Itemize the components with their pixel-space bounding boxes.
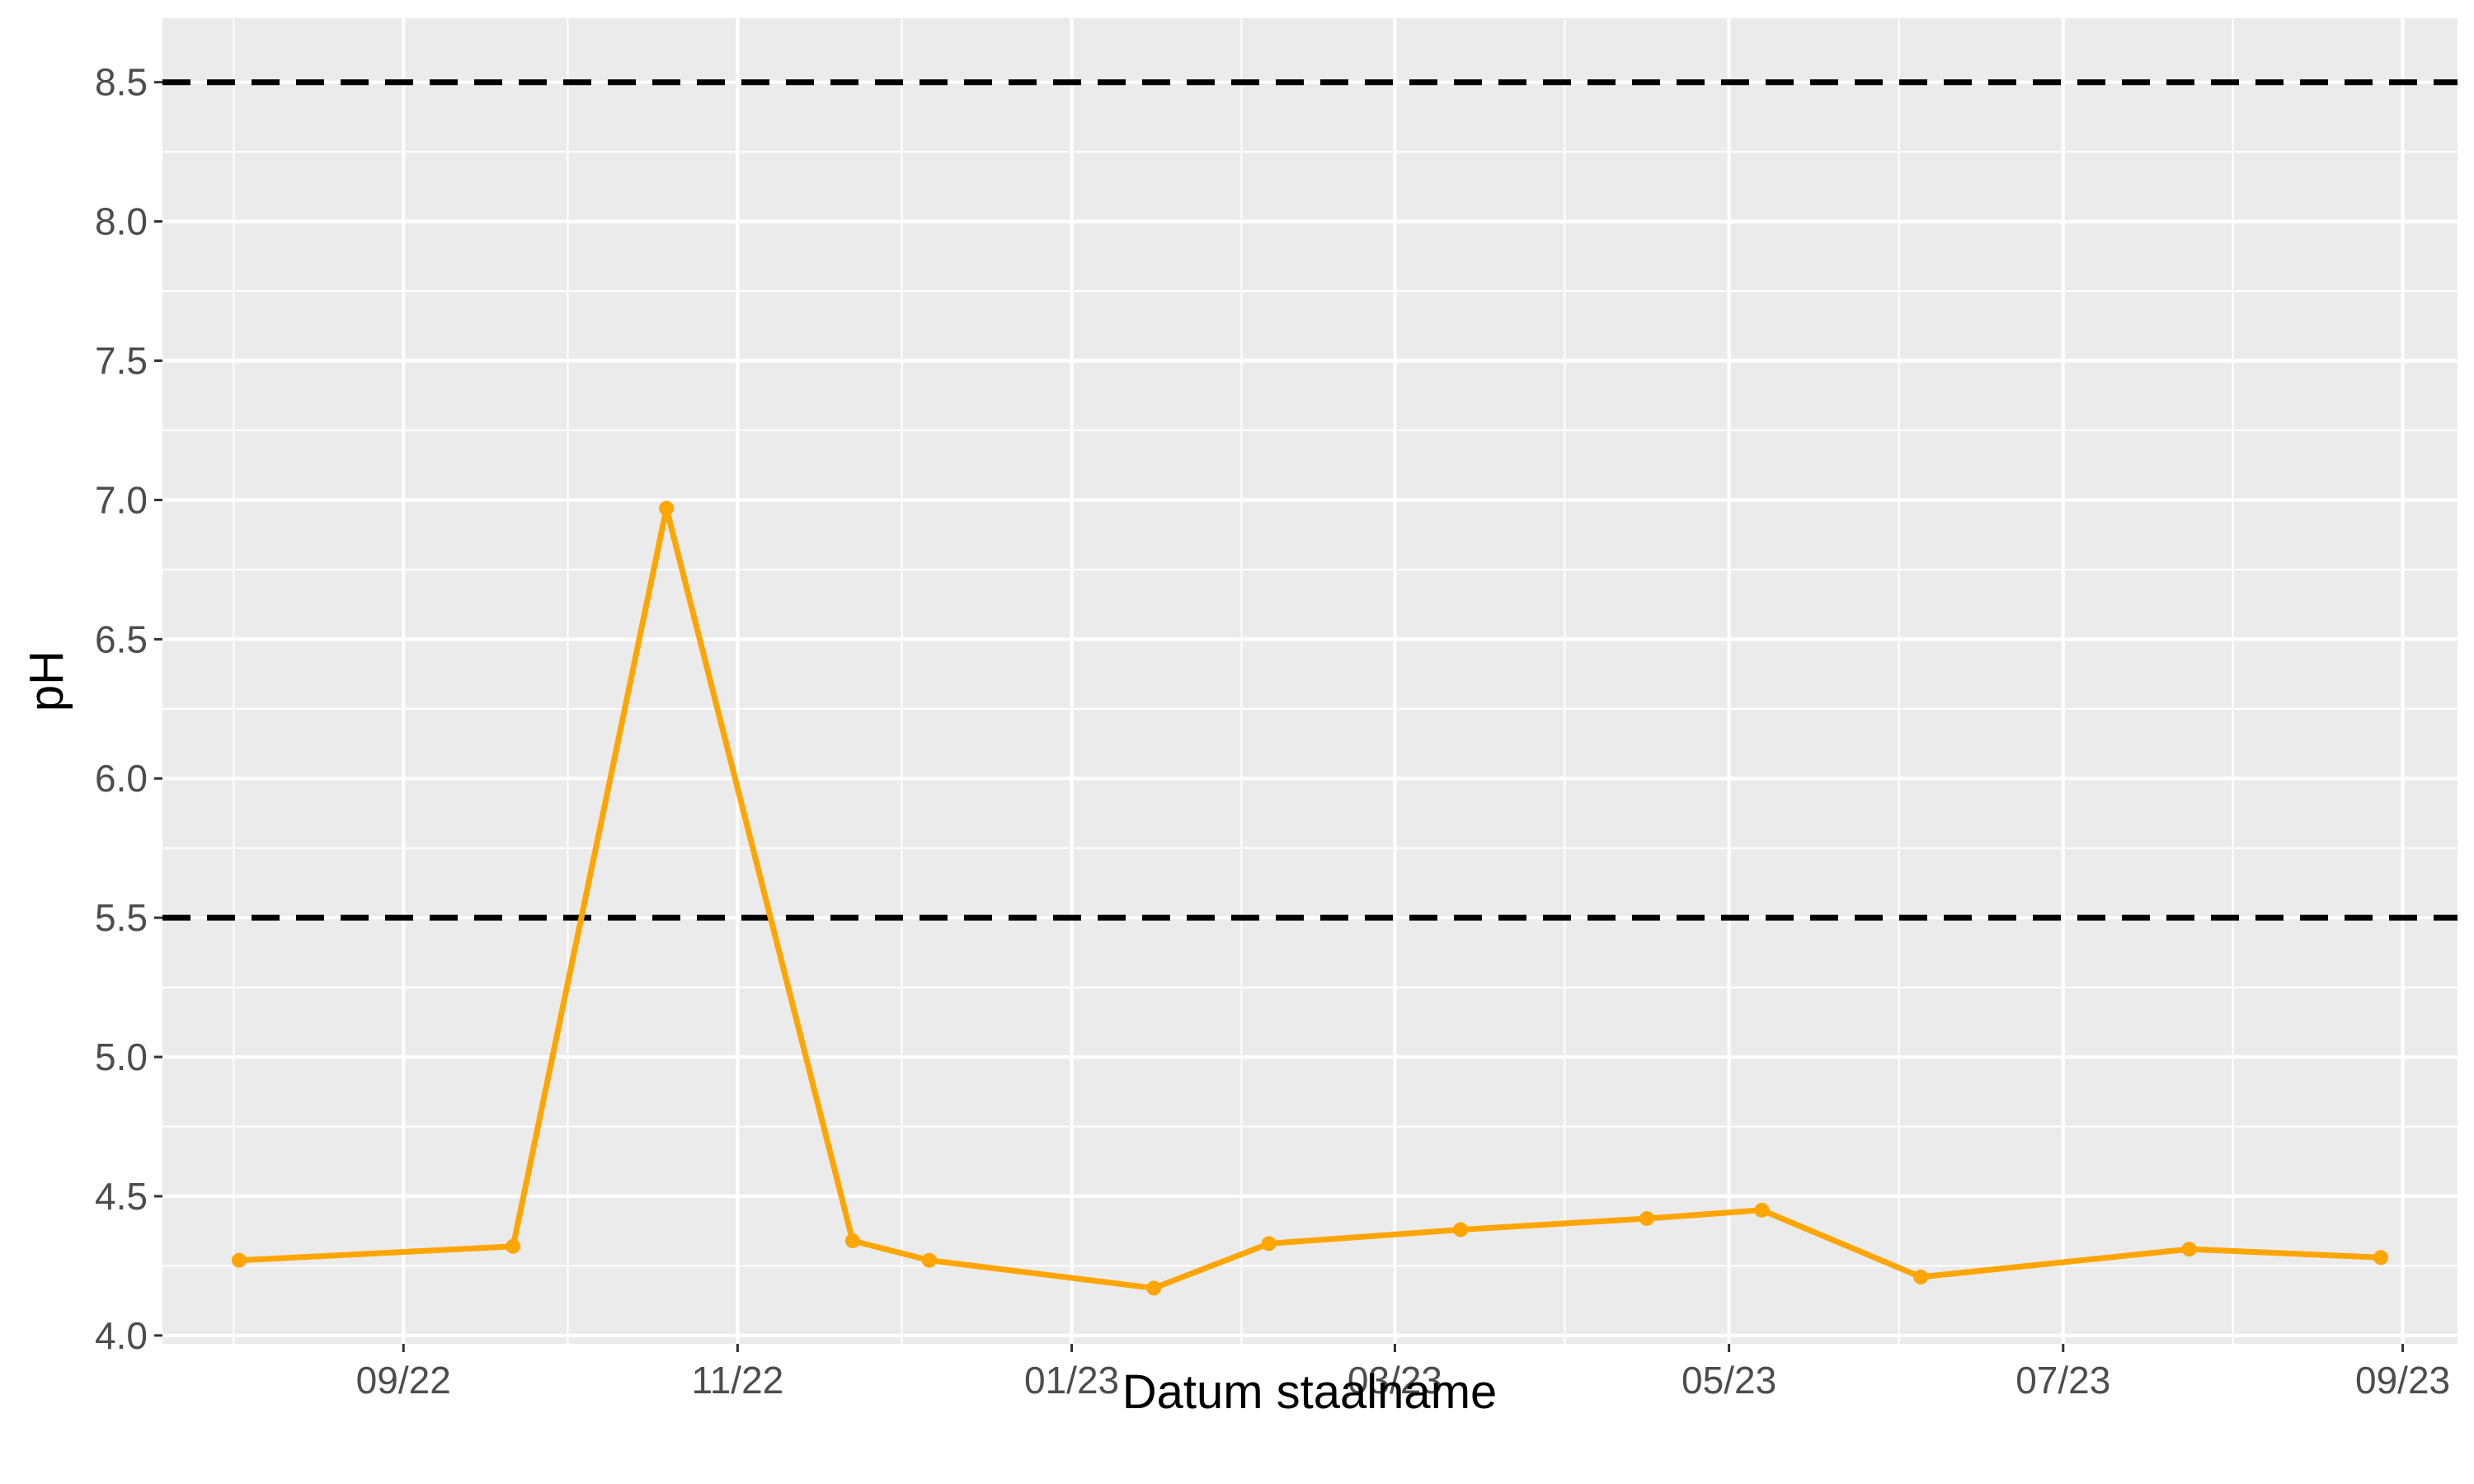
y-tick-label: 5.5 xyxy=(95,896,148,939)
x-tick-label: 07/23 xyxy=(2015,1359,2110,1402)
x-tick-label: 03/23 xyxy=(1348,1359,1442,1402)
y-tick-label: 7.0 xyxy=(95,478,148,521)
data-point xyxy=(231,1252,247,1268)
y-axis: 4.0 4.5 5.0 5.5 6.0 6.5 7.0 7.5 8.0 8.5 xyxy=(95,61,162,1357)
y-tick-label: 8.5 xyxy=(95,61,148,104)
x-axis-title: Datum staalname xyxy=(1122,1365,1498,1419)
data-point xyxy=(2181,1242,2197,1257)
y-tick-label: 7.5 xyxy=(95,340,148,383)
x-axis: 09/22 11/22 01/23 03/23 05/23 07/23 09/23 xyxy=(356,1344,2450,1402)
data-point xyxy=(1754,1202,1770,1218)
data-point xyxy=(506,1238,521,1254)
y-tick-label: 6.5 xyxy=(95,618,148,660)
y-tick-label: 8.0 xyxy=(95,200,148,243)
data-point xyxy=(1639,1210,1654,1226)
data-point xyxy=(1453,1222,1469,1237)
series-layer xyxy=(231,500,2389,1296)
data-point xyxy=(844,1233,860,1249)
x-tick-label: 01/23 xyxy=(1024,1359,1119,1402)
grid-major xyxy=(162,18,2458,1344)
panel-background xyxy=(162,18,2458,1344)
y-tick-label: 4.0 xyxy=(95,1314,148,1357)
y-tick-label: 4.5 xyxy=(95,1175,148,1218)
x-tick-label: 09/23 xyxy=(2355,1359,2450,1402)
data-point xyxy=(921,1252,937,1268)
reference-lines xyxy=(162,79,2458,921)
grid-minor xyxy=(162,18,2458,1344)
data-point xyxy=(2373,1250,2389,1266)
x-tick-label: 11/22 xyxy=(692,1359,784,1402)
data-point xyxy=(1146,1280,1162,1296)
y-tick-label: 5.0 xyxy=(95,1036,148,1078)
x-tick-label: 09/22 xyxy=(356,1359,451,1402)
data-point xyxy=(1913,1269,1929,1284)
data-point xyxy=(659,500,675,516)
y-axis-title: pH xyxy=(20,650,73,711)
x-tick-label: 05/23 xyxy=(1681,1359,1776,1402)
y-tick-label: 6.0 xyxy=(95,757,148,800)
data-point xyxy=(1261,1236,1277,1252)
